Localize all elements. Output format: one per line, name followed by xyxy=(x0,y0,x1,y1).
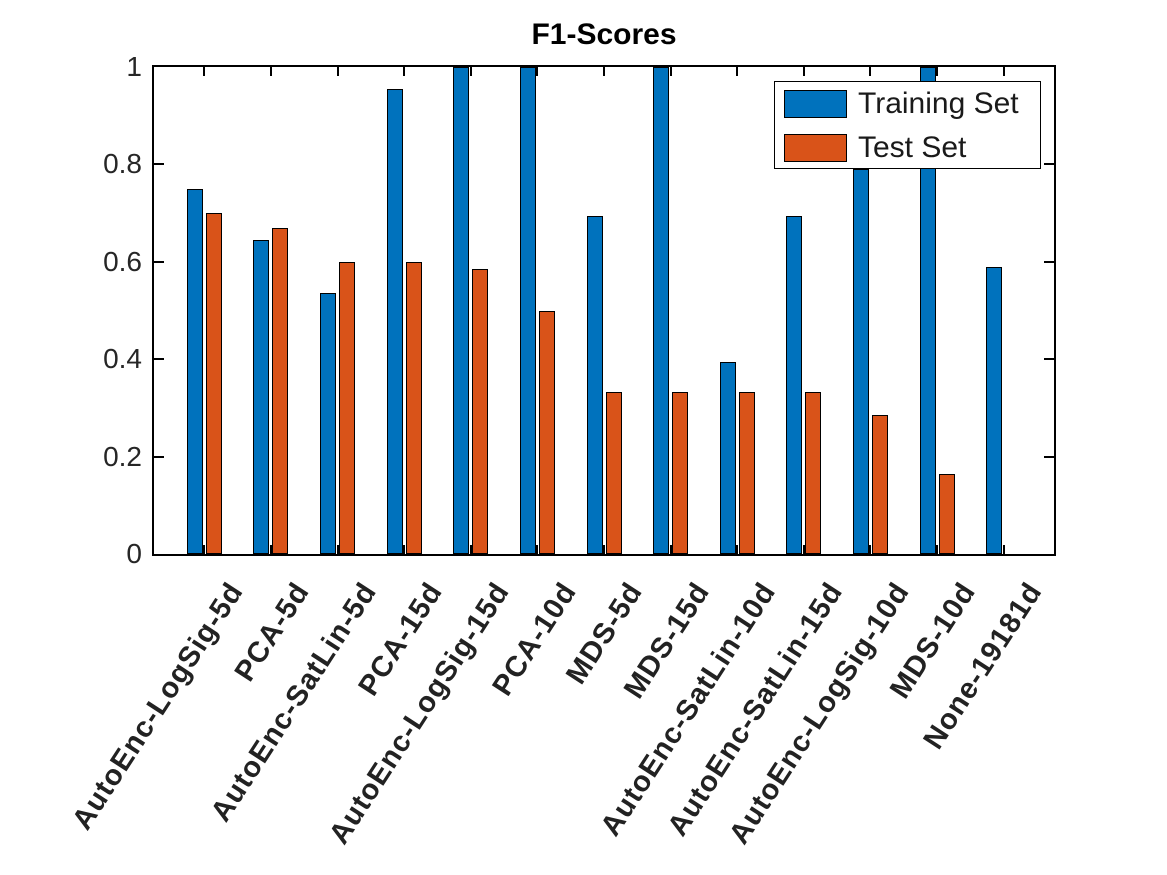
legend: Training Set Test Set xyxy=(774,81,1041,169)
bar-training xyxy=(719,361,736,554)
chart-title: F1-Scores xyxy=(531,18,677,51)
bar-test xyxy=(405,261,422,554)
bar-test xyxy=(672,391,689,554)
x-tick-mark xyxy=(736,67,739,76)
legend-swatch-test xyxy=(784,134,847,162)
x-tick-mark xyxy=(869,545,872,554)
bar-training xyxy=(386,88,403,554)
axis-tick-marks xyxy=(154,67,1054,554)
y-tick-mark xyxy=(1044,163,1054,166)
x-tick-mark xyxy=(469,67,472,76)
y-tick-label: 1 xyxy=(126,51,142,82)
x-tick-mark xyxy=(1002,67,1005,76)
x-tick-mark xyxy=(203,67,206,76)
x-tick-mark xyxy=(203,545,206,554)
bar-training xyxy=(986,266,1003,554)
x-tick-mark xyxy=(802,67,805,76)
bar-training xyxy=(919,67,936,554)
x-tick-mark xyxy=(403,545,406,554)
x-tick-mark xyxy=(1002,545,1005,554)
legend-entry: Test Set xyxy=(784,131,1030,164)
bar-test xyxy=(871,415,888,554)
bar-training xyxy=(186,188,203,554)
y-tick-mark xyxy=(154,260,164,263)
y-tick-label: 0.6 xyxy=(103,245,142,277)
bar-test xyxy=(538,310,555,554)
x-tick-mark xyxy=(536,67,539,76)
x-tick-mark xyxy=(669,67,672,76)
bar-test xyxy=(805,391,822,554)
bar-test xyxy=(738,391,755,554)
y-tick-label: 0.4 xyxy=(103,343,142,375)
x-tick-mark xyxy=(736,545,739,554)
bar-training xyxy=(253,239,270,554)
bar-training xyxy=(786,215,803,554)
x-tick-mark xyxy=(269,67,272,76)
x-tick-mark xyxy=(269,545,272,554)
x-tick-mark xyxy=(669,545,672,554)
x-tick-mark xyxy=(802,545,805,554)
bar-test xyxy=(205,213,222,554)
x-tick-mark xyxy=(336,545,339,554)
x-tick-mark xyxy=(869,67,872,76)
y-tick-mark xyxy=(154,455,164,458)
legend-swatch-training xyxy=(784,90,847,118)
y-tick-mark xyxy=(154,358,164,361)
legend-label: Test Set xyxy=(858,131,967,164)
bar-test xyxy=(339,261,356,554)
x-tick-mark xyxy=(469,545,472,554)
x-tick-mark xyxy=(403,67,406,76)
legend-label: Training Set xyxy=(858,87,1019,120)
bar-test xyxy=(472,269,489,554)
y-tick-mark xyxy=(1044,455,1054,458)
y-tick-mark xyxy=(1044,358,1054,361)
y-tick-label: 0.2 xyxy=(103,440,142,472)
bar-training xyxy=(519,67,536,554)
bar-training xyxy=(320,293,337,554)
bar-training xyxy=(586,215,603,554)
legend-entry: Training Set xyxy=(784,87,1030,120)
x-tick-mark xyxy=(603,545,605,554)
y-tick-label: 0.8 xyxy=(103,148,142,180)
x-tick-mark xyxy=(936,545,939,554)
bar-series xyxy=(154,67,1054,554)
x-tick-mark xyxy=(603,67,605,76)
bar-training xyxy=(453,67,470,554)
bar-test xyxy=(272,227,289,554)
y-tick-mark xyxy=(1044,260,1054,263)
bar-test xyxy=(605,391,622,554)
x-tick-mark xyxy=(536,545,539,554)
bar-training xyxy=(653,67,670,554)
y-tick-label: 0 xyxy=(126,538,142,569)
bar-training xyxy=(852,169,869,554)
y-tick-mark xyxy=(154,163,164,166)
x-tick-mark xyxy=(336,67,339,76)
bar-test xyxy=(938,473,955,554)
x-tick-mark xyxy=(936,67,939,76)
